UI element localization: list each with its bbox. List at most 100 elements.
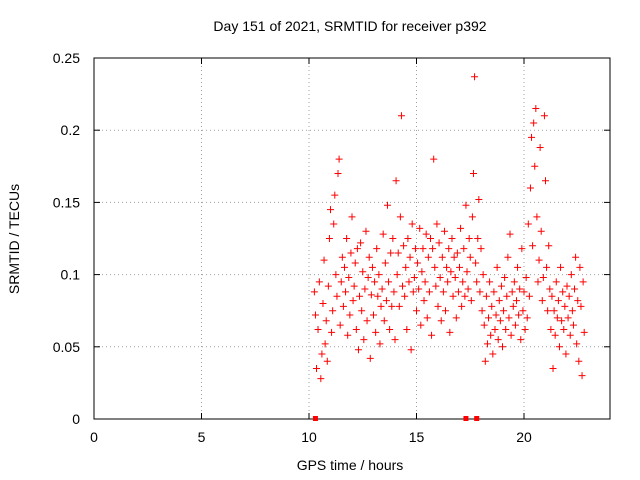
data-point <box>450 253 458 261</box>
data-point <box>401 292 409 300</box>
data-point <box>551 331 559 339</box>
data-point <box>413 307 420 315</box>
axis-mark <box>312 416 318 421</box>
data-point <box>321 340 329 348</box>
data-point <box>334 170 342 178</box>
data-point <box>386 325 394 333</box>
data-point <box>547 325 555 333</box>
data-point <box>331 191 339 199</box>
data-point <box>561 302 569 310</box>
data-point <box>327 206 334 214</box>
data-point <box>510 278 518 286</box>
data-point <box>473 278 481 286</box>
data-point <box>573 340 581 348</box>
data-point <box>324 282 332 290</box>
data-point <box>521 325 529 333</box>
data-point <box>506 230 514 238</box>
data-point <box>389 235 397 242</box>
data-point <box>523 314 531 322</box>
data-point <box>395 302 403 310</box>
data-point <box>411 245 419 253</box>
data-point <box>448 235 456 242</box>
data-point <box>464 285 472 293</box>
data-point <box>385 278 393 286</box>
data-point <box>468 213 476 221</box>
data-point <box>346 311 354 319</box>
data-point <box>447 268 455 276</box>
data-point <box>489 350 497 358</box>
data-point <box>315 278 323 286</box>
data-point <box>348 213 356 221</box>
data-point <box>440 227 448 235</box>
data-point <box>333 292 341 300</box>
data-point <box>456 263 463 271</box>
data-point <box>381 259 389 267</box>
data-point <box>406 253 414 261</box>
data-point <box>340 263 348 271</box>
data-point <box>507 331 515 339</box>
data-point <box>454 288 462 296</box>
data-point <box>420 297 428 305</box>
data-point <box>476 288 484 296</box>
data-point <box>408 220 416 228</box>
data-point <box>330 220 338 228</box>
data-point <box>320 256 328 264</box>
data-point <box>553 314 561 322</box>
data-point <box>528 133 536 141</box>
data-point <box>549 364 557 372</box>
data-point <box>535 256 543 264</box>
data-point <box>376 340 384 348</box>
x-tick-label: 5 <box>198 429 206 445</box>
data-point <box>540 112 548 120</box>
data-point <box>505 314 513 322</box>
data-point <box>392 177 400 185</box>
data-point <box>554 297 562 305</box>
data-point <box>364 273 372 281</box>
data-point <box>486 278 494 286</box>
data-point <box>509 302 517 310</box>
data-point <box>537 227 545 235</box>
data-point <box>575 357 583 365</box>
data-point <box>500 307 508 315</box>
data-points <box>310 73 588 383</box>
data-point <box>579 278 587 286</box>
data-point <box>559 288 567 296</box>
data-point <box>424 253 432 261</box>
data-point <box>538 297 546 305</box>
data-point <box>485 314 493 322</box>
data-point <box>365 253 373 261</box>
axis-mark <box>474 416 480 421</box>
data-point <box>363 317 371 325</box>
data-point <box>397 112 405 120</box>
data-point <box>362 227 370 235</box>
data-point <box>314 325 322 333</box>
data-point <box>415 285 423 293</box>
data-point <box>442 307 450 315</box>
data-point <box>319 299 327 307</box>
x-tick-label: 20 <box>516 429 532 445</box>
data-point <box>435 239 443 247</box>
data-point <box>496 317 504 325</box>
data-point <box>475 196 483 204</box>
data-point <box>390 288 398 296</box>
data-point <box>576 263 584 271</box>
data-point <box>560 325 568 333</box>
data-point <box>380 317 388 325</box>
data-point <box>370 311 377 319</box>
data-point <box>444 278 452 286</box>
data-point <box>458 302 466 310</box>
data-point <box>494 336 502 344</box>
grid <box>94 58 610 419</box>
data-point <box>578 372 586 380</box>
data-point <box>388 302 396 310</box>
data-point <box>360 336 368 344</box>
data-point <box>317 375 325 383</box>
data-point <box>460 245 468 253</box>
plot-frame <box>93 57 611 420</box>
data-point <box>318 350 326 358</box>
data-point <box>358 307 366 315</box>
data-point <box>336 321 344 329</box>
y-tick-label: 0 <box>72 411 80 427</box>
data-point <box>430 155 438 163</box>
data-point <box>361 285 369 293</box>
